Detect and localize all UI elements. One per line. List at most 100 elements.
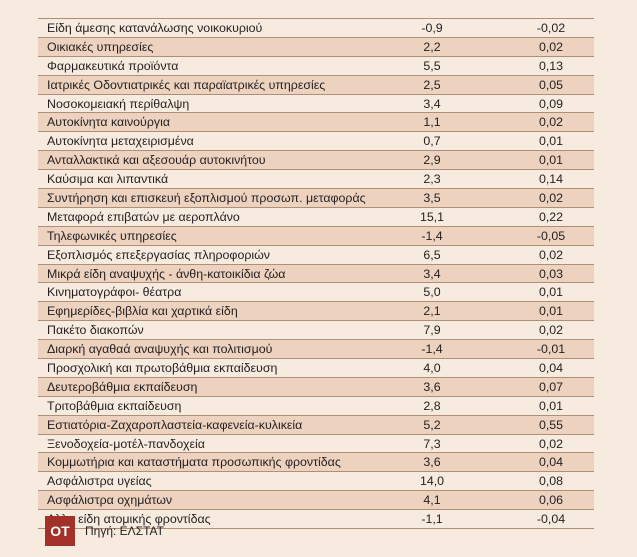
row-value-change: 2,2 xyxy=(423,39,441,54)
row-label: Ασφάλιστρα υγείας xyxy=(47,474,152,489)
row-label: Αυτοκίνητα μεταχειρισμένα xyxy=(47,134,194,149)
row-value-contribution: 0,02 xyxy=(538,323,564,338)
row-value-contribution: 0,06 xyxy=(538,493,564,508)
table-row: Φαρμακευτικά προϊόντα 5,5 0,13 xyxy=(38,57,594,76)
row-value-change: 7,9 xyxy=(423,323,441,338)
row-value-change: 2,8 xyxy=(423,398,441,413)
table-row: Κινηματογράφοι- θέατρα 5,0 0,01 xyxy=(38,283,594,303)
row-label: Οικιακές υπηρεσίες xyxy=(47,39,154,54)
table-row: Τηλεφωνικές υπηρεσίες -1,4 -0,05 xyxy=(38,226,594,246)
table-row: Αυτοκίνητα καινούργια 1,1 0,02 xyxy=(38,113,594,133)
row-value-change: 1,1 xyxy=(423,115,441,130)
data-table: Είδη άμεσης κατανάλωσης νοικοκυριού -0,9 -… xyxy=(38,18,594,530)
row-value-change: 3,5 xyxy=(423,191,441,206)
row-value-contribution: 0,02 xyxy=(538,115,564,130)
table-row: Ξενοδοχεία-μοτέλ-πανδοχεία 7,3 0,02 xyxy=(38,435,594,454)
row-label: Πακέτο διακοπών xyxy=(47,323,144,338)
table-row: Οικιακές υπηρεσίες 2,2 0,02 xyxy=(38,37,594,57)
row-value-change: 14,0 xyxy=(419,474,445,489)
row-value-change: 6,5 xyxy=(423,247,441,262)
row-label: Εξοπλισμός επεξεργασίας πληροφοριών xyxy=(47,247,271,262)
row-value-change: 3,4 xyxy=(423,266,441,281)
row-label: Καύσιμα και λιπαντικά xyxy=(47,172,169,187)
table-row: Μικρά είδη αναψυχής - άνθη-κατοικίδια ζώ… xyxy=(38,264,594,284)
row-value-contribution: 0,22 xyxy=(538,209,564,224)
row-label: Μεταφορά επιβατών με αεροπλάνο xyxy=(47,209,240,224)
row-value-contribution: -0,05 xyxy=(536,228,566,243)
row-label: Τηλεφωνικές υπηρεσίες xyxy=(47,228,177,243)
table-row: Διαρκή αγαθαά αναψυχής και πολιτισμού -1,… xyxy=(38,340,594,360)
table-row: Εφημερίδες-βιβλία και χαρτικά είδη 2,1 0,0… xyxy=(38,302,594,322)
row-value-contribution: 0,01 xyxy=(538,153,564,168)
table-row: Συντήρηση και επισκευή εξοπλισμού προσωπ… xyxy=(38,189,594,208)
table-row: Εστιατόρια-Ζαχαροπλαστεία-καφενεία-κυλικ… xyxy=(38,415,594,435)
row-value-change: 3,6 xyxy=(423,379,441,394)
row-value-contribution: 0,04 xyxy=(538,361,564,376)
row-value-contribution: 0,01 xyxy=(538,398,564,413)
row-label: Νοσοκομειακή περίθαλψη xyxy=(47,96,190,111)
row-value-contribution: 0,02 xyxy=(538,39,564,54)
source-note: Πηγή: ΕΛΣΤΑΤ xyxy=(85,524,165,538)
row-value-contribution: -0,04 xyxy=(536,512,566,527)
row-label: Αλλα είδη ατομικής φροντίδας xyxy=(47,512,211,527)
table-row: Ιατρικές Οδοντιατρικές και παραϊατρικές … xyxy=(38,75,594,95)
table-row: Αλλα είδη ατομικής φροντίδας -1,1 -0,04 xyxy=(38,510,594,530)
row-value-contribution: -0,02 xyxy=(536,21,566,35)
row-value-contribution: -0,01 xyxy=(536,342,566,357)
row-value-change: 3,4 xyxy=(423,96,441,111)
row-value-contribution: 0,01 xyxy=(538,134,564,149)
table-row: Πακέτο διακοπών 7,9 0,02 xyxy=(38,321,594,341)
row-value-contribution: 0,04 xyxy=(538,455,564,470)
row-label: Αυτοκίνητα καινούργια xyxy=(47,115,170,130)
row-value-contribution: 0,08 xyxy=(538,474,564,489)
row-value-contribution: 0,09 xyxy=(538,96,564,111)
row-label: Ασφάλιστρα οχημάτων xyxy=(47,493,173,508)
row-value-change: -1,1 xyxy=(421,512,443,527)
row-value-change: 2,9 xyxy=(423,153,441,168)
row-label: Εφημερίδες-βιβλία και χαρτικά είδη xyxy=(47,304,238,319)
table-row: Ανταλλακτικά και αξεσουάρ αυτοκινήτου 2,9… xyxy=(38,151,594,171)
row-label: Ιατρικές Οδοντιατρικές και παραϊατρικές … xyxy=(47,77,326,92)
row-value-change: -1,4 xyxy=(421,228,443,243)
table-row: Δευτεροβάθμια εκπαίδευση 3,6 0,07 xyxy=(38,377,594,397)
table-row: Νοσοκομειακή περίθαλψη 3,4 0,09 xyxy=(38,95,594,114)
row-label: Κινηματογράφοι- θέατρα xyxy=(47,285,182,300)
row-label: Κομμωτήρια και καταστήματα προσωπικής φρ… xyxy=(47,455,341,470)
table-row: Αυτοκίνητα μεταχειρισμένα 0,7 0,01 xyxy=(38,132,594,152)
row-value-change: 2,1 xyxy=(423,304,441,319)
row-value-change: 5,2 xyxy=(423,417,441,432)
row-label: Φαρμακευτικά προϊόντα xyxy=(47,58,179,73)
table-row: Κομμωτήρια και καταστήματα προσωπικής φρ… xyxy=(38,453,594,473)
row-value-change: 15,1 xyxy=(419,209,445,224)
table-row: Ασφάλιστρα υγείας 14,0 0,08 xyxy=(38,472,594,492)
row-value-contribution: 0,01 xyxy=(538,285,564,300)
row-value-change: 4,1 xyxy=(423,493,441,508)
row-label: Ανταλλακτικά και αξεσουάρ αυτοκινήτου xyxy=(47,153,266,168)
row-value-contribution: 0,05 xyxy=(538,77,564,92)
ot-logo: ΟΤ xyxy=(45,516,75,546)
row-value-change: 3,6 xyxy=(423,455,441,470)
row-value-change: 7,3 xyxy=(423,436,441,451)
table-row: Ασφάλιστρα οχημάτων 4,1 0,06 xyxy=(38,491,594,511)
table-row: Προσχολική και πρωτοβάθμια εκπαίδευση 4,0… xyxy=(38,359,594,378)
row-label: Εστιατόρια-Ζαχαροπλαστεία-καφενεία-κυλικ… xyxy=(47,417,303,432)
row-label: Προσχολική και πρωτοβάθμια εκπαίδευση xyxy=(47,361,278,376)
row-value-contribution: 0,14 xyxy=(538,172,564,187)
table-row: Είδη άμεσης κατανάλωσης νοικοκυριού -0,9 -… xyxy=(38,19,594,38)
row-value-contribution: 0,02 xyxy=(538,191,564,206)
row-value-contribution: 0,02 xyxy=(538,436,564,451)
row-value-change: -1,4 xyxy=(421,342,443,357)
row-label: Τριτοβάθμια εκπαίδευση xyxy=(47,398,182,413)
table-row: Μεταφορά επιβατών με αεροπλάνο 15,1 0,22 xyxy=(38,208,594,227)
row-value-change: 5,0 xyxy=(423,285,441,300)
row-value-contribution: 0,01 xyxy=(538,304,564,319)
row-value-contribution: 0,02 xyxy=(538,247,564,262)
row-value-contribution: 0,13 xyxy=(538,58,564,73)
table-row: Τριτοβάθμια εκπαίδευση 2,8 0,01 xyxy=(38,397,594,416)
row-label: Συντήρηση και επισκευή εξοπλισμού προσωπ… xyxy=(47,191,366,206)
row-value-change: 0,7 xyxy=(423,134,441,149)
row-value-change: 2,5 xyxy=(423,77,441,92)
row-label: Μικρά είδη αναψυχής - άνθη-κατοικίδια ζώ… xyxy=(47,266,286,281)
row-label: Είδη άμεσης κατανάλωσης νοικοκυριού xyxy=(47,21,263,35)
